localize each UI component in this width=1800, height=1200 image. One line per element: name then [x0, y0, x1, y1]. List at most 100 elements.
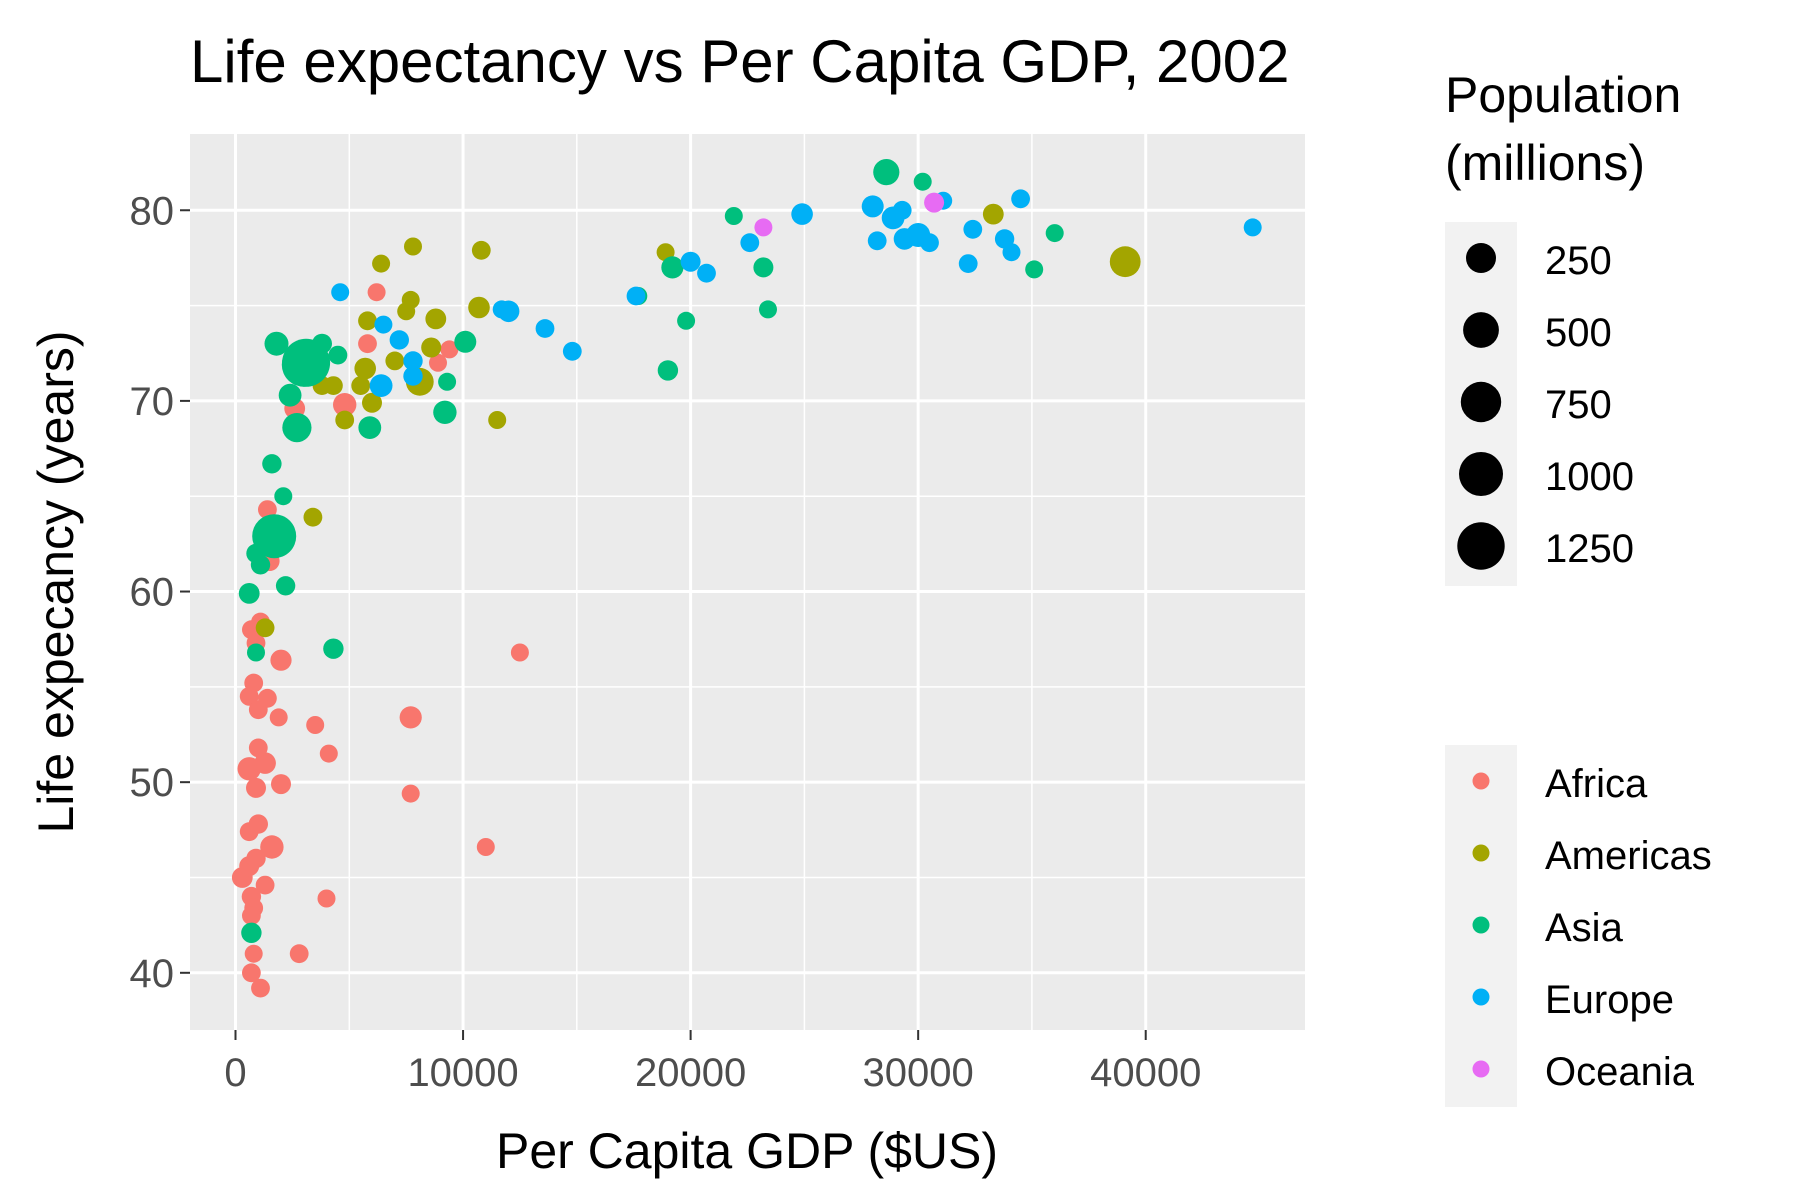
data-point-europe: [697, 263, 716, 283]
data-point-americas: [404, 237, 422, 256]
data-point-asia: [433, 400, 457, 424]
data-point-americas: [488, 411, 507, 429]
data-point-africa: [248, 738, 268, 758]
data-point-africa: [246, 777, 266, 798]
data-point-europe: [535, 319, 555, 338]
data-point-africa: [270, 649, 292, 671]
data-point-europe: [389, 330, 409, 350]
data-point-americas: [303, 507, 323, 527]
data-point-africa: [399, 706, 422, 729]
data-point-africa: [242, 963, 261, 983]
data-point-asia: [1025, 260, 1044, 279]
data-point-africa: [269, 708, 288, 727]
data-point-asia: [657, 360, 679, 381]
data-point-asia: [677, 311, 696, 330]
data-point-asia: [759, 300, 777, 319]
data-point-europe: [892, 200, 912, 220]
data-point-americas: [358, 311, 377, 331]
size-legend-label: 500: [1545, 311, 1612, 355]
color-legend-items: Africa Americas Asia Europe Oceania: [1472, 762, 1712, 1094]
color-legend-key-americas: [1472, 844, 1490, 862]
data-point-asia: [262, 454, 282, 474]
y-tick-label: 70: [130, 380, 175, 424]
color-legend-key-oceania: [1472, 1060, 1490, 1078]
data-point-americas: [468, 296, 490, 319]
data-point-africa: [244, 673, 264, 693]
data-point-europe: [867, 231, 887, 251]
data-point-africa: [246, 848, 266, 869]
data-point-oceania: [754, 218, 773, 237]
data-point-africa: [260, 835, 284, 859]
data-point-africa: [401, 784, 420, 803]
data-point-asia: [264, 331, 289, 356]
data-point-asia: [241, 922, 262, 943]
data-point-asia: [873, 159, 900, 186]
size-legend-key: [1459, 452, 1503, 496]
data-point-europe: [1011, 189, 1030, 209]
size-legend-title-line1: Population: [1445, 67, 1681, 123]
color-legend-key-asia: [1472, 916, 1490, 934]
data-point-asia: [913, 172, 932, 191]
data-point-americas: [324, 376, 343, 395]
data-point-africa: [258, 688, 277, 708]
grid-minor: [190, 134, 1305, 1030]
chart-title: Life expectancy vs Per Capita GDP, 2002: [190, 28, 1290, 95]
data-point-africa: [289, 944, 309, 964]
data-point-asia: [1045, 224, 1064, 243]
data-point-europe: [331, 283, 350, 302]
data-point-americas: [425, 308, 447, 330]
data-point-africa: [255, 875, 275, 895]
size-legend-key: [1460, 381, 1502, 423]
y-tick-label: 80: [130, 189, 175, 233]
data-point-asia: [247, 643, 265, 662]
size-legend-items: 250 500 750 1000 1250: [1457, 239, 1634, 571]
data-point-africa: [251, 978, 270, 998]
color-legend-label-europe: Europe: [1545, 978, 1674, 1022]
data-point-asia: [724, 207, 743, 225]
data-point-europe: [861, 195, 884, 218]
data-point-asia: [358, 416, 382, 439]
data-point-africa: [333, 393, 357, 417]
x-tick-label: 10000: [407, 1051, 518, 1095]
x-tick-label: 20000: [635, 1051, 746, 1095]
y-axis-label: Life expecancy (years): [28, 330, 84, 833]
x-tick-label: 0: [224, 1051, 246, 1095]
data-point-europe: [497, 300, 520, 323]
data-point-europe: [963, 219, 983, 239]
size-legend-key: [1457, 522, 1505, 570]
size-legend-key: [1466, 243, 1496, 273]
data-point-africa: [429, 353, 447, 372]
y-tick-label: 60: [130, 571, 175, 615]
size-legend-label: 1000: [1545, 455, 1634, 499]
size-legend-title-line2: (millions): [1445, 135, 1645, 191]
data-point-europe: [403, 366, 423, 386]
color-legend-label-asia: Asia: [1545, 906, 1624, 950]
data-point-africa: [319, 744, 338, 763]
data-point-africa: [271, 774, 291, 795]
data-point-asia: [275, 576, 296, 596]
color-legend-key-africa: [1472, 772, 1490, 790]
data-point-africa: [317, 889, 336, 908]
data-point-asia: [312, 333, 332, 354]
data-point-asia: [661, 256, 684, 279]
data-point-americas: [351, 376, 371, 395]
data-point-oceania: [924, 192, 945, 213]
data-point-europe: [740, 233, 760, 253]
color-legend: Africa Americas Asia Europe Oceania: [1445, 745, 1712, 1107]
data-points: [231, 159, 1262, 998]
data-point-europe: [626, 286, 646, 306]
data-point-americas: [335, 410, 355, 430]
data-point-europe: [369, 374, 393, 397]
data-point-asia: [238, 583, 260, 604]
x-axis-label: Per Capita GDP ($US): [496, 1123, 998, 1179]
size-legend-label: 750: [1545, 383, 1612, 427]
data-point-europe: [680, 251, 701, 272]
x-tick-label: 30000: [863, 1051, 974, 1095]
data-point-africa: [358, 334, 377, 354]
data-point-africa: [242, 906, 261, 925]
x-tick-label: 40000: [1090, 1051, 1201, 1095]
data-point-europe: [920, 233, 939, 253]
data-point-americas: [385, 351, 405, 371]
grid-major: [190, 134, 1305, 1030]
